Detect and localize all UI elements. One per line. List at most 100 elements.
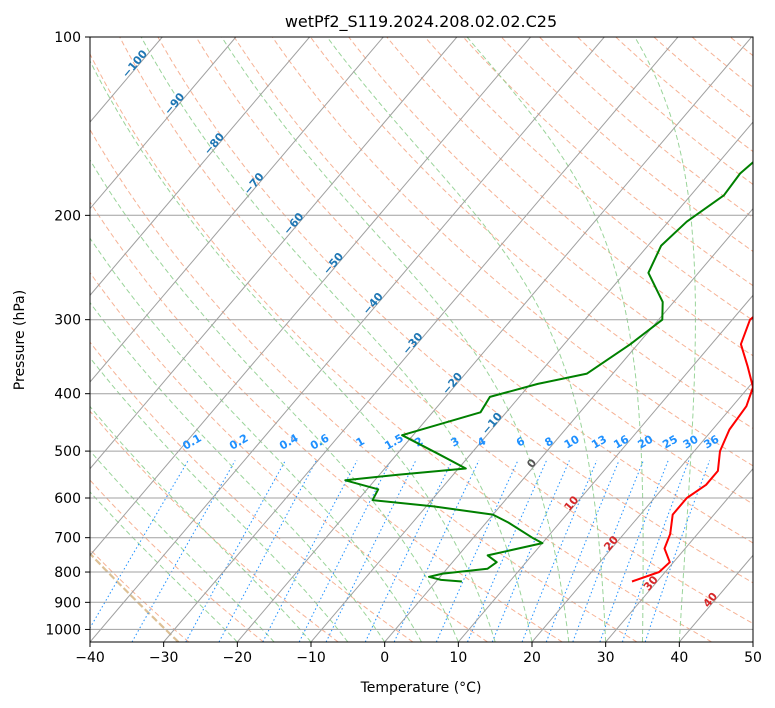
- dry-adiabat: [615, 37, 753, 153]
- isotherm: [310, 121, 753, 642]
- isotherm: [531, 381, 753, 642]
- x-tick-label: 50: [744, 650, 762, 666]
- dry-adiabat-label: 0: [524, 456, 539, 470]
- mixing-ratio-line: [435, 460, 519, 642]
- dry-adiabat-label: −100: [119, 47, 150, 80]
- mixing-ratio-lines: [90, 460, 711, 642]
- dry-adiabat: [768, 37, 775, 642]
- mixing-ratio-line: [467, 460, 547, 642]
- mixing-ratio-label: 13: [589, 433, 609, 452]
- mixing-ratio-line: [185, 460, 286, 642]
- mixing-ratio-label: 8: [542, 435, 555, 450]
- y-axis-title: Pressure (hPa): [12, 290, 28, 390]
- y-tick-label: 700: [54, 531, 81, 547]
- dry-adiabat: [500, 37, 753, 252]
- mixing-ratio-label: 16: [611, 432, 631, 451]
- y-tick-label: 100: [54, 30, 81, 46]
- dry-adiabat-label: −10: [479, 410, 505, 437]
- x-tick-label: −30: [149, 650, 179, 666]
- isotherm: [90, 37, 310, 297]
- dry-adiabat-label: −50: [320, 250, 346, 277]
- mixing-ratio-label: 25: [660, 433, 680, 452]
- dry-adiabat: [90, 479, 264, 642]
- isotherm: [90, 37, 384, 383]
- moist-adiabat: [326, 37, 607, 642]
- moist-adiabat: [90, 237, 422, 642]
- mixing-ratio-label: 30: [681, 432, 701, 451]
- dry-adiabat-label: −20: [440, 370, 466, 397]
- y-tick-label: 300: [54, 313, 81, 329]
- y-axis: 100 200 300 400 500 600 700 800 900 1000: [45, 30, 90, 638]
- mixing-ratio-label: 3: [448, 435, 461, 450]
- dry-adiabat: [90, 410, 339, 642]
- dry-adiabat: [386, 37, 753, 357]
- y-tick-label: 400: [54, 387, 81, 403]
- x-tick-label: −10: [296, 650, 326, 666]
- dry-adiabat: [577, 37, 753, 186]
- moist-adiabat: [90, 301, 386, 642]
- y-tick-label: 600: [54, 491, 81, 507]
- x-tick-label: 20: [523, 650, 541, 666]
- mixing-ratio-label: 6: [514, 434, 527, 449]
- isotherms: [90, 37, 753, 642]
- isotherm: [605, 467, 753, 642]
- moist-adiabat: [221, 37, 570, 642]
- isobars: [90, 37, 753, 630]
- isotherm: [90, 37, 531, 557]
- dewpoint-profile: [344, 160, 753, 583]
- x-tick-label: −40: [75, 650, 105, 666]
- dry-adiabat-label: 10: [562, 493, 582, 513]
- x-tick-label: −20: [223, 650, 253, 666]
- mixing-ratio-line: [364, 460, 453, 642]
- dry-adiabat: [424, 37, 753, 321]
- dry-adiabat: [90, 201, 563, 642]
- x-tick-label: 10: [449, 650, 467, 666]
- dry-adiabat: [310, 37, 753, 430]
- isotherm: [163, 37, 679, 642]
- mixing-ratio-line: [262, 460, 358, 642]
- chart-title: wetPf2_S119.2024.208.02.02.C25: [285, 12, 557, 32]
- dry-adiabat: [653, 37, 753, 120]
- dry-adiabat-label: −60: [281, 210, 307, 237]
- dry-adiabat: [90, 52, 712, 642]
- moist-adiabat-highlight: [90, 552, 180, 642]
- y-tick-label: 500: [54, 444, 81, 460]
- temperature-profile: [631, 315, 753, 583]
- dry-adiabat: [462, 37, 753, 287]
- mixing-ratio-line: [298, 460, 392, 642]
- moist-adiabat: [90, 449, 275, 642]
- mixing-ratio-label: 1: [354, 435, 367, 450]
- moist-adiabat: [634, 37, 696, 642]
- isotherm: [678, 554, 753, 642]
- mixing-ratio-label: 0.4: [277, 431, 301, 452]
- dry-adiabat-label: −70: [241, 170, 267, 197]
- isotherm: [384, 207, 753, 642]
- dry-adiabat: [691, 37, 753, 88]
- dry-adiabat: [157, 37, 753, 584]
- moist-adiabat: [140, 37, 533, 642]
- mixing-ratio-line: [521, 460, 598, 642]
- dry-adiabat: [539, 37, 753, 219]
- dry-adiabat-label: −40: [360, 290, 386, 317]
- sounding-profiles: [344, 160, 753, 583]
- isotherm: [90, 37, 237, 210]
- moist-adiabat: [90, 491, 238, 642]
- mixing-ratio-line: [572, 460, 644, 642]
- mixing-ratio-label: 0.2: [227, 432, 250, 453]
- moist-adiabat: [90, 356, 349, 642]
- x-tick-label: 30: [597, 650, 615, 666]
- mixing-ratio-line: [325, 460, 417, 642]
- mixing-ratio-line: [491, 460, 570, 642]
- x-tick-label: 0: [380, 650, 389, 666]
- x-axis-title: Temperature (°C): [360, 680, 482, 696]
- mixing-ratio-label: 20: [636, 432, 656, 451]
- isotherm: [90, 37, 605, 642]
- dry-adiabat: [90, 341, 414, 642]
- dry-adiabat-label: −30: [400, 330, 426, 357]
- mixing-ratio-line: [393, 460, 480, 642]
- moist-adiabat: [90, 59, 496, 642]
- isotherm: [752, 641, 753, 642]
- plot-frame: [89, 36, 754, 643]
- dry-adiabat-label: −90: [162, 90, 188, 117]
